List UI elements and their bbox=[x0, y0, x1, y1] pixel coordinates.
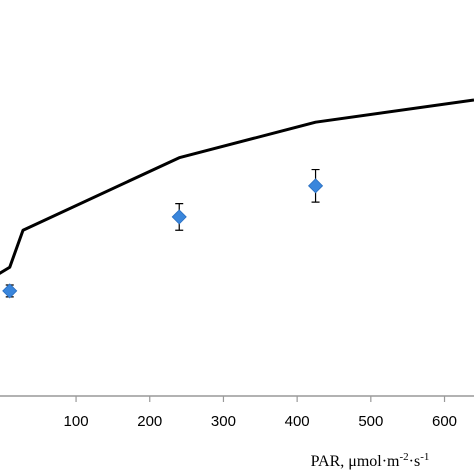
x-axis-title-sup2: -1 bbox=[420, 451, 429, 463]
x-tick-label-0: 100 bbox=[64, 413, 89, 430]
model-line-0 bbox=[0, 98, 474, 275]
x-tick-label-2: 300 bbox=[211, 413, 236, 430]
x-axis-title-base: PAR, μmol·m bbox=[311, 453, 400, 470]
x-tick-label-5: 600 bbox=[432, 413, 457, 430]
chart-marks bbox=[0, 98, 474, 299]
data-point-2 bbox=[307, 178, 324, 194]
x-tick-label-3: 400 bbox=[285, 413, 310, 430]
x-axis-title-mid: ·s bbox=[409, 453, 421, 470]
x-axis-title-sup1: -2 bbox=[400, 451, 409, 463]
x-axis-ticks: 100 200 300 400 500 600 bbox=[64, 396, 457, 430]
x-tick-label-1: 200 bbox=[137, 413, 162, 430]
data-point-1 bbox=[171, 209, 187, 225]
x-tick-label-4: 500 bbox=[358, 413, 383, 430]
x-axis-title: PAR, μmol·m-2·s-1 bbox=[311, 451, 430, 470]
data-point-0 bbox=[2, 283, 18, 299]
